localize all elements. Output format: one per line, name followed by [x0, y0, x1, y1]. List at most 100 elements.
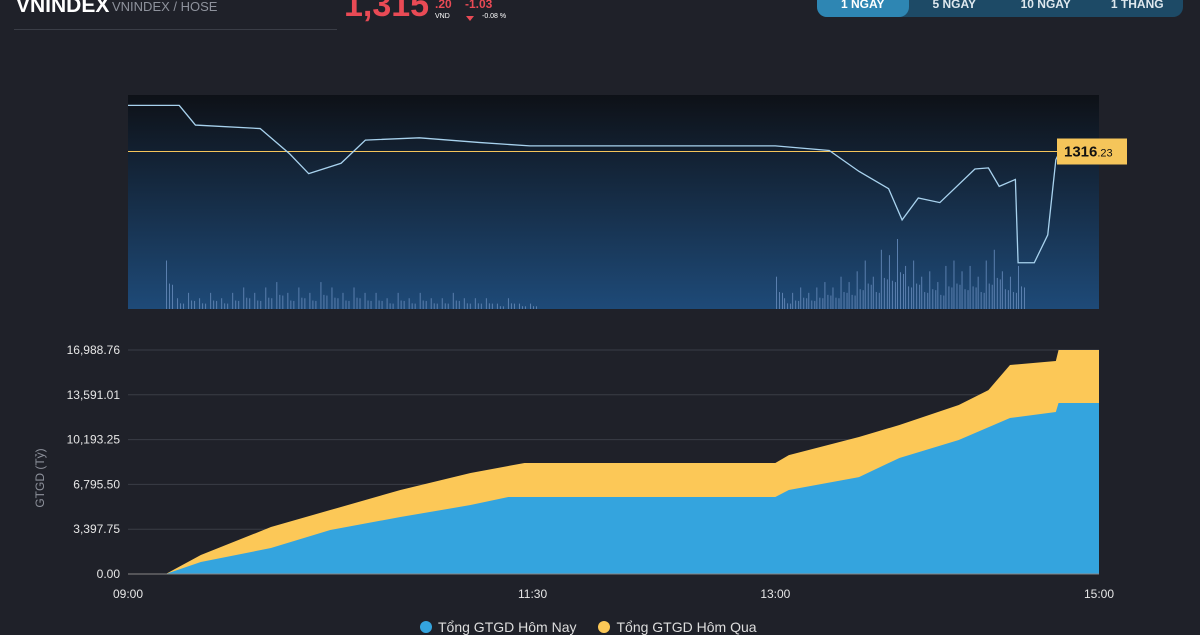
volume-bar — [513, 303, 515, 309]
volume-bar — [819, 297, 821, 309]
volume-bar — [985, 260, 987, 309]
volume-bar — [533, 306, 534, 309]
volume-bar — [436, 303, 438, 309]
volume-bar — [276, 282, 278, 309]
volume-bar — [1004, 289, 1006, 309]
volume-bar — [524, 306, 526, 309]
volume-bar — [856, 271, 858, 309]
volume-bar — [232, 292, 234, 309]
volume-bar — [188, 292, 190, 309]
legend-yesterday[interactable]: Tổng GTGD Hôm Qua — [598, 619, 757, 635]
volume-bar — [378, 300, 380, 309]
volume-bar — [458, 300, 460, 309]
volume-bar — [948, 286, 950, 309]
y-tick-label: 6,795.50 — [73, 477, 120, 491]
volume-bar — [518, 303, 520, 309]
volume-bar — [326, 295, 328, 309]
volume-bar — [496, 303, 498, 309]
volume-bar — [782, 292, 783, 309]
volume-bar — [246, 297, 248, 309]
tab-1-ngay[interactable]: 1 NGAY — [817, 0, 909, 17]
volume-bar — [891, 280, 893, 309]
x-tick-label: 11:30 — [518, 587, 547, 601]
volume-bar — [403, 300, 405, 309]
volume-bar — [466, 303, 468, 309]
volume-bar — [452, 292, 454, 309]
volume-bar — [510, 303, 512, 309]
divider — [14, 29, 337, 30]
volume-bar — [386, 298, 388, 309]
volume-bar — [988, 283, 990, 309]
volume-bar — [838, 298, 840, 309]
volume-bar — [824, 282, 826, 309]
symbol-subtitle: VNINDEX / HOSE — [112, 0, 218, 14]
volume-bar — [408, 298, 410, 309]
legend-today[interactable]: Tổng GTGD Hôm Nay — [420, 619, 576, 635]
volume-bar — [485, 298, 487, 309]
volume-bar — [956, 283, 958, 309]
volume-bar — [419, 292, 421, 309]
volume-bar — [975, 287, 977, 309]
volume-bar — [287, 292, 289, 309]
volume-bar — [880, 249, 882, 309]
volume-bar — [840, 276, 842, 309]
volume-bar — [830, 295, 832, 309]
volume-bar — [260, 300, 262, 309]
volume-bar — [491, 303, 493, 309]
price-decimal: .20 — [435, 0, 452, 11]
price-change: -1.03 — [465, 0, 493, 11]
volume-bar — [964, 289, 966, 309]
volume-bar — [991, 284, 993, 309]
volume-bar — [392, 303, 394, 309]
tab-5-ngay[interactable]: 5 NGAY — [932, 0, 977, 11]
volume-bar — [177, 298, 179, 309]
volume-bar — [867, 283, 869, 309]
volume-bar — [969, 265, 971, 309]
volume-bar — [530, 303, 531, 309]
volume-bar — [474, 298, 476, 309]
price-integer: 1,315 — [344, 0, 430, 24]
volume-bar — [194, 300, 196, 309]
volume-bar — [848, 282, 850, 309]
volume-bar — [221, 298, 223, 309]
volume-bar — [389, 303, 391, 309]
volume-bar — [953, 260, 955, 309]
volume-bar — [811, 300, 813, 309]
volume-bar — [1012, 292, 1014, 309]
volume-bar — [191, 300, 193, 309]
volume-bar — [862, 290, 864, 309]
tab-10-ngay[interactable]: 10 NGAY — [1020, 0, 1071, 11]
volume-bar — [916, 283, 918, 309]
volume-bar — [859, 289, 861, 309]
volume-bar — [199, 298, 201, 309]
volume-bar — [169, 283, 170, 309]
volume-bar — [268, 297, 270, 309]
volume-bar — [792, 292, 794, 309]
volume-bar — [411, 303, 413, 309]
volume-bar — [921, 276, 923, 309]
volume-bar — [213, 300, 215, 309]
volume-bar — [814, 300, 816, 309]
volume-bar — [315, 300, 317, 309]
volume-bar — [846, 292, 848, 309]
tab-1-thang[interactable]: 1 THANG — [1110, 0, 1164, 11]
volume-bar — [536, 306, 537, 309]
volume-bar — [227, 303, 229, 309]
volume-bar — [364, 292, 366, 309]
volume-bar — [397, 292, 399, 309]
volume-bar — [202, 303, 204, 309]
volume-bar — [795, 300, 797, 309]
volume-bar — [521, 306, 523, 309]
volume-bar — [929, 271, 931, 309]
legend-dot-icon — [598, 621, 611, 633]
range-tabs: 1 NGAY 5 NGAY 10 NGAY 1 THANG — [817, 0, 1183, 17]
volume-bar — [937, 282, 939, 309]
x-tick-label: 09:00 — [113, 587, 143, 601]
reference-price-label: 1316.23 — [1064, 144, 1113, 161]
volume-bar — [800, 287, 802, 309]
volume-bar — [827, 294, 829, 309]
volume-bar — [337, 298, 339, 309]
volume-bar — [798, 300, 800, 309]
volume-bar — [932, 289, 934, 309]
volume-bar — [864, 260, 866, 309]
